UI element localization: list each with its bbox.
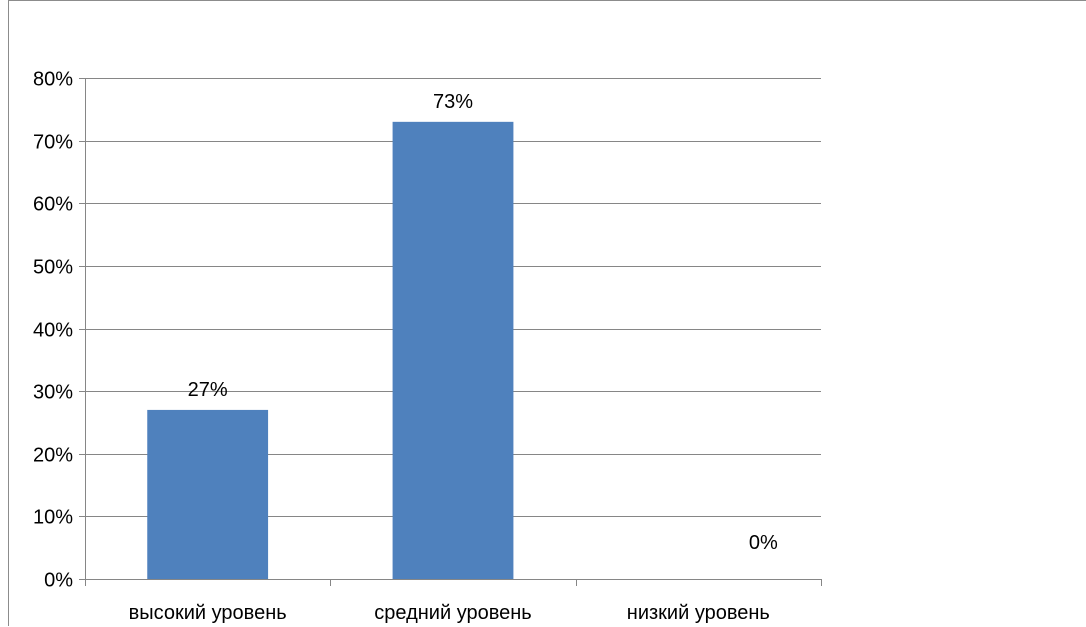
y-tick-label: 20% <box>33 445 73 467</box>
axes <box>79 78 822 586</box>
y-tick-labels: 0% 10% 20% 30% 40% 50% 60% 70% 80% <box>33 69 73 592</box>
category-label: низкий уровень <box>627 602 770 624</box>
y-tick-label: 60% <box>33 194 73 216</box>
bars <box>147 121 514 580</box>
category-labels: высокий уровень средний уровень низкий уро… <box>129 602 770 624</box>
data-labels: 27% 73% 0% <box>188 91 778 554</box>
y-tick-label: 0% <box>44 570 73 592</box>
data-label: 73% <box>433 91 473 113</box>
data-label: 0% <box>749 532 778 554</box>
y-tick-label: 70% <box>33 132 73 154</box>
bar-2 <box>392 121 514 580</box>
y-tick-label: 40% <box>33 320 73 342</box>
data-label: 27% <box>188 379 228 401</box>
y-tick-label: 80% <box>33 69 73 91</box>
chart-area: 0% 10% 20% 30% 40% 50% 60% 70% 80% высокий урове… <box>8 0 1086 626</box>
category-label: средний уровень <box>374 602 531 624</box>
category-label: высокий уровень <box>129 602 287 624</box>
y-tick-label: 30% <box>33 382 73 404</box>
bar-chart: 0% 10% 20% 30% 40% 50% 60% 70% 80% высокий урове… <box>33 69 822 624</box>
y-tick-label: 50% <box>33 257 73 279</box>
bar-1 <box>147 409 269 579</box>
y-tick-label: 10% <box>33 507 73 529</box>
